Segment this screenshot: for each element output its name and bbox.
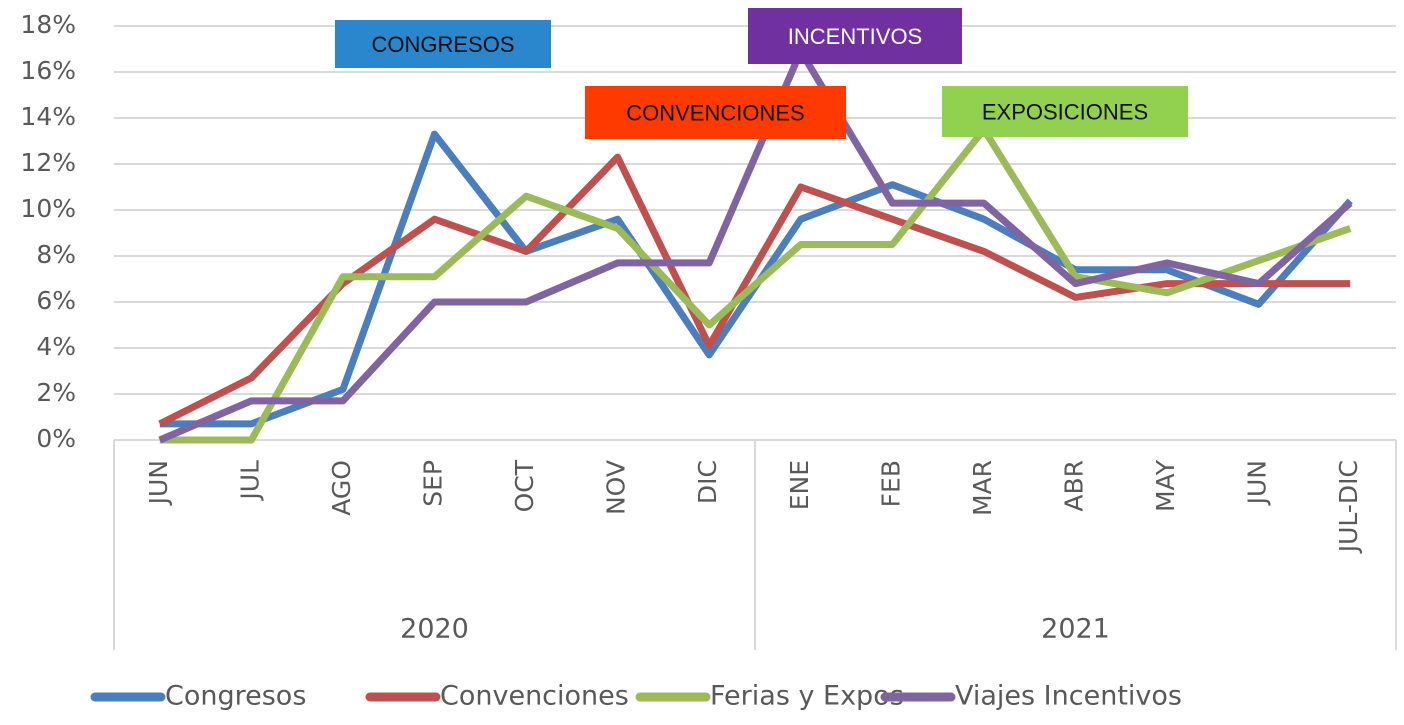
x-tick-label: JUN xyxy=(1243,460,1272,506)
x-tick-label: FEB xyxy=(876,460,905,507)
x-tick-label: ABR xyxy=(1060,460,1089,512)
annotation-label: EXPOSICIONES xyxy=(982,99,1148,124)
y-tick-label: 4% xyxy=(36,332,76,361)
legend-label: Congresos xyxy=(165,681,306,712)
annotation-label: INCENTIVOS xyxy=(788,24,922,49)
annotation-label: CONGRESOS xyxy=(371,32,514,57)
x-tick-label: JUN xyxy=(144,460,173,506)
series-line xyxy=(158,153,1351,428)
y-tick-label: 6% xyxy=(36,286,76,315)
series-line xyxy=(159,126,1352,444)
x-tick-label: JUL-DIC xyxy=(1334,460,1363,554)
annotation-label: CONVENCIONES xyxy=(626,100,804,125)
legend-label: Convenciones xyxy=(440,681,629,712)
x-tick-label: MAR xyxy=(968,460,997,516)
annotation-box xyxy=(748,8,962,64)
y-tick-label: 14% xyxy=(20,102,76,131)
x-tick-label: OCT xyxy=(510,459,539,512)
x-tick-label: JUL xyxy=(235,460,264,502)
y-tick-label: 0% xyxy=(36,424,76,453)
y-tick-label: 8% xyxy=(36,240,76,269)
group-label: 2020 xyxy=(400,614,469,645)
legend-label: Viajes Incentivos xyxy=(955,681,1182,712)
legend-label: Ferias y Expos xyxy=(710,681,904,712)
y-tick-label: 16% xyxy=(20,56,76,85)
annotation-box xyxy=(335,20,551,68)
y-tick-label: 2% xyxy=(36,378,76,407)
y-tick-label: 10% xyxy=(20,194,76,223)
x-tick-label: NOV xyxy=(602,460,631,515)
y-tick-label: 12% xyxy=(20,148,76,177)
group-label: 2021 xyxy=(1041,614,1110,645)
x-tick-label: SEP xyxy=(419,460,448,507)
x-tick-label: DIC xyxy=(693,460,722,504)
y-tick-label: 18% xyxy=(20,10,76,39)
x-tick-label: MAY xyxy=(1151,459,1180,512)
x-tick-label: ENE xyxy=(785,460,814,510)
series-line xyxy=(158,47,1353,444)
annotation-box xyxy=(942,86,1188,137)
x-tick-label: AGO xyxy=(327,460,356,516)
annotation-box xyxy=(585,86,846,139)
